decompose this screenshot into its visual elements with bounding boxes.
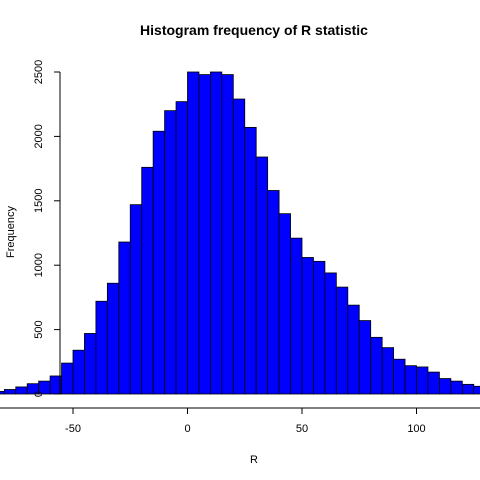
histogram-bar bbox=[335, 286, 349, 395]
x-axis: -100-50050100150200 bbox=[0, 407, 480, 435]
x-tick-label: 100 bbox=[407, 423, 425, 435]
histogram-bar bbox=[198, 74, 211, 395]
y-tick-label: 2500 bbox=[33, 60, 45, 84]
histogram-bar bbox=[95, 300, 108, 395]
bars-group bbox=[0, 71, 480, 395]
histogram-bar bbox=[152, 130, 165, 395]
histogram-bar bbox=[84, 333, 97, 395]
histogram-bar bbox=[416, 366, 429, 395]
histogram-bar bbox=[438, 378, 452, 395]
histogram-bar bbox=[221, 74, 234, 395]
histogram-bar bbox=[164, 110, 177, 395]
histogram-bar bbox=[381, 347, 394, 395]
histogram-bar bbox=[72, 349, 85, 395]
histogram-bar bbox=[15, 386, 28, 395]
histogram-bar bbox=[290, 237, 303, 395]
histogram-bar bbox=[473, 385, 480, 395]
x-tick-label: 0 bbox=[184, 423, 190, 435]
y-tick-label: 1000 bbox=[33, 253, 45, 277]
histogram-bar bbox=[358, 320, 372, 395]
histogram-bar bbox=[106, 282, 120, 395]
histogram-bar bbox=[370, 336, 383, 395]
chart-title: Histogram frequency of R statistic bbox=[140, 22, 368, 38]
histogram-bar bbox=[450, 380, 463, 395]
y-tick-label: 500 bbox=[33, 320, 45, 338]
histogram-bar bbox=[404, 365, 417, 395]
histogram-bar bbox=[393, 358, 406, 395]
histogram-bar bbox=[187, 71, 200, 395]
histogram-bar bbox=[209, 71, 223, 395]
x-tick-label: -50 bbox=[65, 423, 81, 435]
y-tick-label: 0 bbox=[33, 391, 45, 397]
histogram-bar bbox=[175, 101, 188, 395]
histogram-bar bbox=[61, 362, 74, 395]
y-axis-label: Frequency bbox=[5, 206, 17, 258]
histogram-bar bbox=[267, 190, 280, 395]
histogram-bar bbox=[347, 304, 360, 395]
y-tick-label: 2000 bbox=[33, 124, 45, 148]
histogram-bar bbox=[324, 272, 337, 395]
histogram-bar bbox=[255, 156, 269, 395]
histogram-bar bbox=[129, 204, 143, 395]
histogram-bar bbox=[278, 213, 291, 395]
histogram-bar bbox=[461, 383, 475, 395]
x-axis-label: R bbox=[250, 454, 258, 466]
histogram-bar bbox=[141, 166, 154, 395]
histogram-bar bbox=[301, 257, 314, 395]
histogram-bar bbox=[3, 389, 17, 395]
histogram-bar bbox=[427, 371, 440, 395]
histogram-bar bbox=[0, 391, 5, 395]
y-axis: 0 500 1000 1500 2000 2500 bbox=[33, 60, 61, 397]
histogram-bar bbox=[244, 126, 257, 395]
histogram-bar bbox=[232, 98, 246, 395]
y-tick-label: 1500 bbox=[33, 189, 45, 213]
histogram-bar bbox=[118, 241, 131, 395]
histogram-bar bbox=[313, 260, 326, 395]
x-tick-label: 50 bbox=[296, 423, 308, 435]
